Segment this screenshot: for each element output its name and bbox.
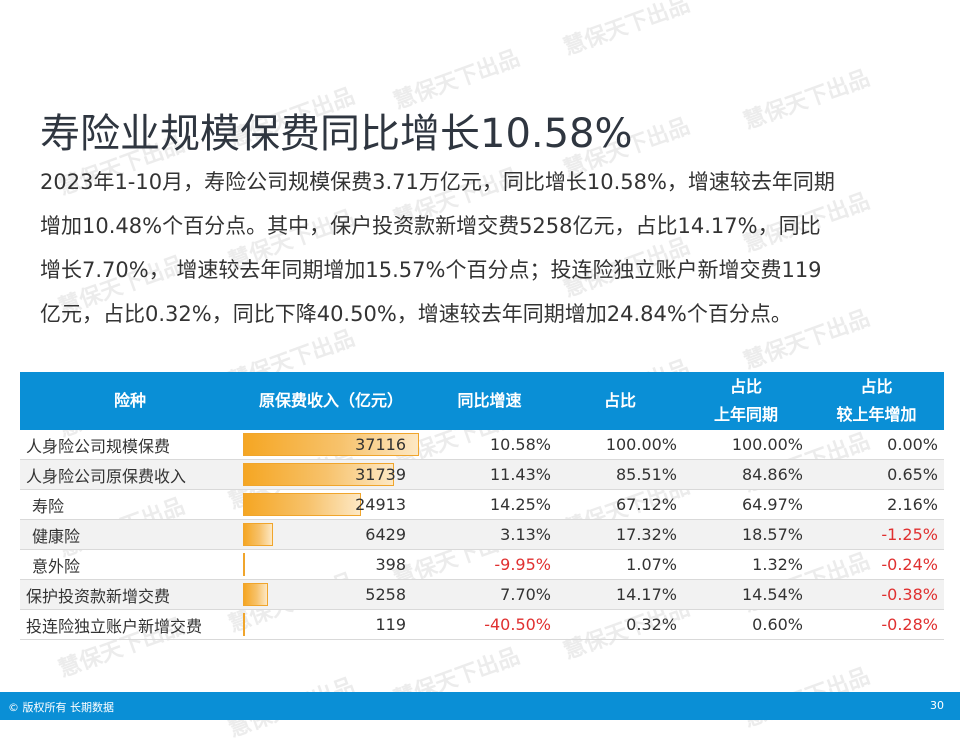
premium-cell: 5258 <box>240 579 422 610</box>
table-row: 人身险公司规模保费 37116 10.58% 100.00% 100.00% 0… <box>20 430 944 460</box>
share-cell: 0.32% <box>557 609 683 640</box>
header-share-increase: 占比 较上年增加 <box>809 372 944 430</box>
row-name: 健康险 <box>20 519 240 550</box>
footer-bar: © 版权所有 长期数据 30 <box>0 692 960 720</box>
premium-value: 24913 <box>355 495 406 514</box>
yoy-cell: 3.13% <box>422 519 557 550</box>
share-increase-cell: -0.38% <box>809 579 944 610</box>
header-share: 占比 <box>557 372 683 430</box>
premium-value: 37116 <box>355 435 406 454</box>
share-increase-cell: 0.00% <box>809 430 944 460</box>
premium-value: 5258 <box>365 585 406 604</box>
premium-cell: 37116 <box>240 430 422 460</box>
share-last-year-cell: 18.57% <box>683 519 809 550</box>
paragraph-line: 亿元，占比0.32%，同比下降40.50%，增速较去年同期增加24.84%个百分… <box>40 302 792 326</box>
share-last-year-cell: 14.54% <box>683 579 809 610</box>
premium-bar <box>243 433 419 456</box>
paragraph-line: 增长7.70%， 增速较去年同期增加15.57%个百分点；投连险独立账户新增交费… <box>40 258 822 282</box>
row-name: 意外险 <box>20 549 240 580</box>
yoy-cell: 11.43% <box>422 459 557 490</box>
share-increase-cell: 0.65% <box>809 459 944 490</box>
share-cell: 100.00% <box>557 430 683 460</box>
premium-bar <box>243 523 273 546</box>
summary-paragraph: 2023年1-10月，寿险公司规模保费3.71万亿元，同比增长10.58%，增速… <box>40 160 920 336</box>
table-row: 意外险 398 -9.95% 1.07% 1.32% -0.24% <box>20 549 944 580</box>
page-title: 寿险业规模保费同比增长10.58% <box>40 110 633 157</box>
header-line: 占比 <box>729 377 762 396</box>
share-last-year-cell: 1.32% <box>683 549 809 580</box>
paragraph-line: 增加10.48%个百分点。其中，保户投资款新增交费5258亿元，占比14.17%… <box>40 214 821 238</box>
share-cell: 85.51% <box>557 459 683 490</box>
premium-cell: 31739 <box>240 459 422 490</box>
premium-value: 398 <box>375 555 406 574</box>
table-row: 寿险 24913 14.25% 67.12% 64.97% 2.16% <box>20 489 944 520</box>
header-yoy: 同比增速 <box>422 372 557 430</box>
premium-cell: 398 <box>240 549 422 580</box>
share-cell: 14.17% <box>557 579 683 610</box>
copyright-text: © 版权所有 长期数据 <box>8 701 114 714</box>
premium-value: 31739 <box>355 465 406 484</box>
share-increase-cell: 2.16% <box>809 489 944 520</box>
share-last-year-cell: 100.00% <box>683 430 809 460</box>
yoy-cell: -9.95% <box>422 549 557 580</box>
premium-value: 119 <box>375 615 406 634</box>
share-last-year-cell: 0.60% <box>683 609 809 640</box>
row-name: 投连险独立账户新增交费 <box>20 609 240 640</box>
premium-bar <box>243 553 245 576</box>
premium-bar <box>243 463 394 486</box>
row-name: 人身险公司原保费收入 <box>20 459 240 490</box>
yoy-cell: -40.50% <box>422 609 557 640</box>
watermark-text: 慧保天下出品 <box>740 66 874 135</box>
header-type: 险种 <box>20 372 240 430</box>
header-line: 上年同期 <box>713 405 778 424</box>
table-row: 健康险 6429 3.13% 17.32% 18.57% -1.25% <box>20 519 944 550</box>
premium-cell: 24913 <box>240 489 422 520</box>
premium-cell: 6429 <box>240 519 422 550</box>
table-row: 人身险公司原保费收入 31739 11.43% 85.51% 84.86% 0.… <box>20 459 944 490</box>
premium-bar <box>243 613 245 636</box>
header-line: 较上年增加 <box>836 405 917 424</box>
table-header-row: 险种 原保费收入（亿元） 同比增速 占比 占比 上年同期 占比 较上年增加 <box>20 372 944 430</box>
yoy-cell: 10.58% <box>422 430 557 460</box>
row-name: 人身险公司规模保费 <box>20 430 240 460</box>
premium-bar <box>243 583 268 606</box>
premium-value: 6429 <box>365 525 406 544</box>
row-name: 寿险 <box>20 489 240 520</box>
yoy-cell: 7.70% <box>422 579 557 610</box>
share-increase-cell: -1.25% <box>809 519 944 550</box>
paragraph-line: 2023年1-10月，寿险公司规模保费3.71万亿元，同比增长10.58%，增速… <box>40 170 835 194</box>
premium-table: 险种 原保费收入（亿元） 同比增速 占比 占比 上年同期 占比 较上年增加 人身… <box>20 372 944 640</box>
yoy-cell: 14.25% <box>422 489 557 520</box>
share-cell: 67.12% <box>557 489 683 520</box>
watermark-text: 慧保天下出品 <box>560 0 694 61</box>
premium-cell: 119 <box>240 609 422 640</box>
premium-bar <box>243 493 361 516</box>
share-cell: 1.07% <box>557 549 683 580</box>
share-last-year-cell: 84.86% <box>683 459 809 490</box>
table-row: 保护投资款新增交费 5258 7.70% 14.17% 14.54% -0.38… <box>20 579 944 610</box>
share-increase-cell: -0.28% <box>809 609 944 640</box>
share-last-year-cell: 64.97% <box>683 489 809 520</box>
header-line: 占比 <box>860 377 893 396</box>
page-number: 30 <box>930 699 944 712</box>
table-row: 投连险独立账户新增交费 119 -40.50% 0.32% 0.60% -0.2… <box>20 609 944 640</box>
header-share-last-year: 占比 上年同期 <box>683 372 809 430</box>
header-premium: 原保费收入（亿元） <box>240 372 422 430</box>
share-cell: 17.32% <box>557 519 683 550</box>
row-name: 保护投资款新增交费 <box>20 579 240 610</box>
share-increase-cell: -0.24% <box>809 549 944 580</box>
